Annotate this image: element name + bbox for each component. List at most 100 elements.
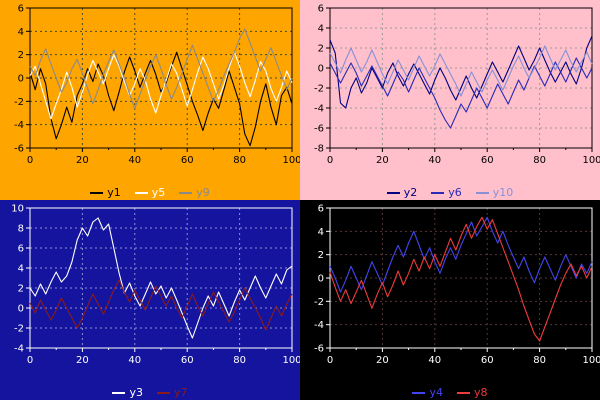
x-tick-label: 80 xyxy=(533,355,546,366)
x-tick-label: 40 xyxy=(128,355,141,366)
legend-line-marker xyxy=(90,191,104,194)
x-tick-label: 0 xyxy=(327,155,333,166)
legend-label: y2 xyxy=(403,186,418,199)
legend-line-marker xyxy=(386,191,400,194)
series-line-y10 xyxy=(329,45,593,97)
y-tick-label: -4 xyxy=(314,320,324,331)
y-tick-label: -4 xyxy=(14,344,24,355)
y-tick-label: 0 xyxy=(18,304,24,315)
y-tick-label: 6 xyxy=(318,4,324,15)
legend-item-y1: y1 xyxy=(90,187,121,198)
legend-line-marker xyxy=(475,191,489,194)
series-line-y2 xyxy=(329,35,593,109)
y-tick-label: 0 xyxy=(18,74,24,85)
y-tick-label: 2 xyxy=(318,250,324,261)
legend-label: y5 xyxy=(151,186,166,199)
x-tick-label: 80 xyxy=(533,155,546,166)
x-tick-label: 100 xyxy=(582,155,600,166)
y-tick-label: -2 xyxy=(314,84,324,95)
legend-line-marker xyxy=(134,191,148,194)
x-tick-label: 0 xyxy=(327,355,333,366)
y-tick-label: 4 xyxy=(318,24,324,35)
x-tick-label: 40 xyxy=(428,155,441,166)
x-tick-label: 20 xyxy=(376,355,389,366)
chart-legend-bottom-right: y4 y8 xyxy=(300,387,600,398)
series-line-y7 xyxy=(29,279,293,331)
legend-line-marker xyxy=(412,391,426,394)
y-tick-label: 8 xyxy=(18,224,24,235)
x-tick-label: 100 xyxy=(582,355,600,366)
chart-legend-top-left: y1 y5 y9 xyxy=(0,187,300,198)
x-tick-label: 60 xyxy=(181,155,194,166)
chart-plot-bottom-right: 0 20 40 60 80 100 -6 -4 -2 0 2 4 6 xyxy=(314,204,600,367)
legend-item-y9: y9 xyxy=(179,187,210,198)
series-line-y1 xyxy=(29,51,293,147)
y-tick-label: 6 xyxy=(18,244,24,255)
legend-label: y6 xyxy=(448,186,462,199)
legend-line-marker xyxy=(179,191,193,194)
legend-line-marker xyxy=(457,391,470,394)
legend-label: y3 xyxy=(129,386,143,399)
y-tick-label: -2 xyxy=(14,97,24,108)
y-tick-label: -4 xyxy=(14,120,24,131)
x-tick-label: 0 xyxy=(27,355,33,366)
y-tick-label: -6 xyxy=(14,144,24,155)
legend-line-marker xyxy=(431,191,445,194)
y-tick-label: -8 xyxy=(314,144,324,155)
y-tick-label: 4 xyxy=(18,264,24,275)
chart-plot-bottom-left: 0 20 40 60 80 100 -4 -2 0 2 4 6 8 10 xyxy=(11,204,300,367)
x-tick-label: 80 xyxy=(233,355,246,366)
x-tick-label: 60 xyxy=(481,155,494,166)
y-tick-label: 2 xyxy=(18,284,24,295)
x-tick-label: 40 xyxy=(428,355,441,366)
series-line-y5 xyxy=(29,51,293,120)
y-tick-label: 10 xyxy=(11,204,24,215)
legend-label: y9 xyxy=(196,186,210,199)
y-tick-label: 0 xyxy=(318,274,324,285)
y-tick-label: 6 xyxy=(318,204,324,215)
y-tick-label: -6 xyxy=(314,124,324,135)
series-line-y4 xyxy=(329,216,593,293)
legend-item-y4: y4 xyxy=(412,387,443,398)
legend-item-y7: y7 xyxy=(157,387,188,398)
series-line-y6 xyxy=(329,57,593,129)
x-tick-label: 40 xyxy=(128,155,141,166)
legend-item-y3: y3 xyxy=(112,387,143,398)
legend-label: y7 xyxy=(174,386,188,399)
x-tick-label: 100 xyxy=(282,355,300,366)
y-tick-label: 0 xyxy=(318,64,324,75)
legend-label: y4 xyxy=(429,386,443,399)
y-tick-label: -4 xyxy=(314,104,324,115)
y-tick-label: 4 xyxy=(18,27,24,38)
x-tick-label: 100 xyxy=(282,155,300,166)
chart-panel-bottom-right: 0 20 40 60 80 100 -6 -4 -2 0 2 4 6 y4 y8 xyxy=(300,200,600,400)
y-tick-label: -2 xyxy=(314,297,324,308)
y-tick-label: -2 xyxy=(14,324,24,335)
legend-item-y8: y8 xyxy=(457,387,488,398)
chart-plot-top-left: 0 20 40 60 80 100 -6 -4 -2 0 2 4 6 xyxy=(14,4,300,167)
chart-legend-bottom-left: y3 y7 xyxy=(0,387,300,398)
x-tick-label: 60 xyxy=(481,355,494,366)
legend-item-y6: y6 xyxy=(431,187,462,198)
legend-label: y10 xyxy=(492,186,514,199)
legend-label: y8 xyxy=(474,386,488,399)
chart-panel-top-left: 0 20 40 60 80 100 -6 -4 -2 0 2 4 6 y1 y5 y9 xyxy=(0,0,300,200)
legend-item-y10: y10 xyxy=(475,186,514,199)
series-line-y8 xyxy=(329,216,593,342)
series-line-y9 xyxy=(29,28,293,109)
legend-label: y1 xyxy=(107,186,121,199)
legend-item-y5: y5 xyxy=(134,186,166,199)
x-tick-label: 60 xyxy=(181,355,194,366)
y-tick-label: 6 xyxy=(18,4,24,15)
legend-line-marker xyxy=(112,391,126,394)
series-line-y3 xyxy=(29,217,293,339)
y-tick-label: 2 xyxy=(18,50,24,61)
x-tick-label: 20 xyxy=(376,155,389,166)
y-tick-label: 4 xyxy=(318,227,324,238)
y-tick-label: 2 xyxy=(318,44,324,55)
chart-panel-bottom-left: 0 20 40 60 80 100 -4 -2 0 2 4 6 8 10 y3 y7 xyxy=(0,200,300,400)
legend-line-marker xyxy=(157,391,170,394)
x-tick-label: 20 xyxy=(76,155,89,166)
chart-legend-top-right: y2 y6 y10 xyxy=(300,187,600,198)
